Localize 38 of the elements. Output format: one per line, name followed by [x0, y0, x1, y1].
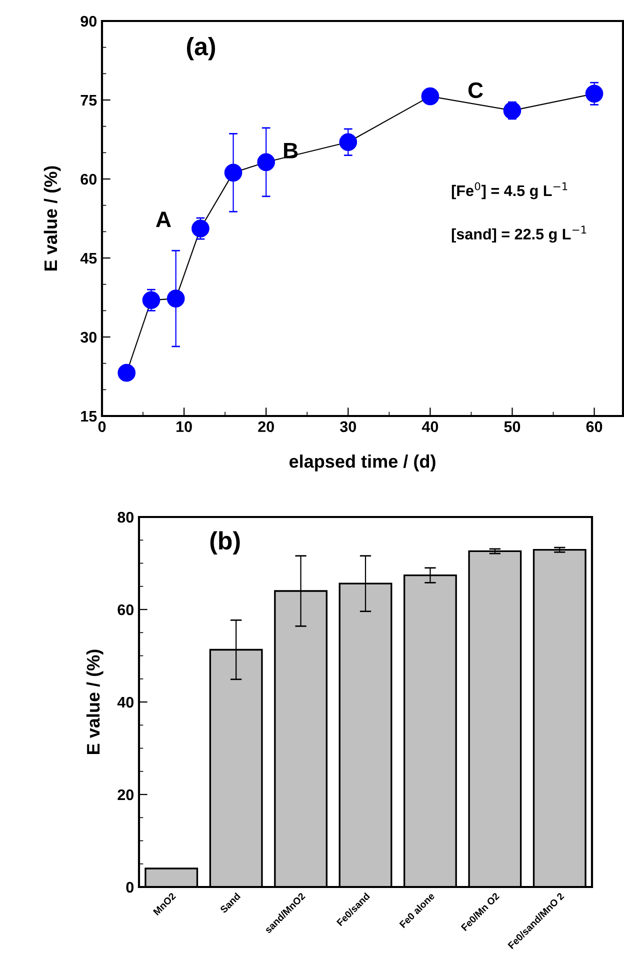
y-tick-label: 40 [117, 696, 134, 708]
point [142, 291, 160, 310]
x-tick-label: 50 [504, 421, 520, 432]
y-tick-label: 80 [118, 512, 134, 523]
annotation: C [468, 82, 483, 98]
annotation: [Fe$^{0}$] = 4.5 g L$^{−1}$ [452, 182, 568, 200]
x-tick-label: 30 [340, 421, 356, 432]
annotation: (b) [210, 531, 240, 555]
x-tick-label: 0 [98, 421, 106, 432]
x-axis-title: elapsed time / (d) [289, 454, 436, 472]
point [224, 164, 242, 182]
annotation: [sand] = 22.5 g L$^{−1}$ [452, 226, 586, 243]
y-tick-label: 90 [80, 16, 97, 27]
point [192, 220, 210, 238]
y-axis-title: E value / (%) [44, 166, 61, 270]
x-tick-label: 60 [586, 421, 602, 432]
annotation: B [284, 142, 298, 158]
y-tick-label: 20 [118, 789, 134, 800]
x-tick-label: 20 [258, 421, 274, 432]
point [339, 133, 358, 152]
y-axis-title: E value / (%) [86, 650, 104, 754]
point [421, 87, 440, 106]
y-tick-label: 60 [118, 604, 134, 616]
annotation: A [156, 212, 171, 228]
x-tick-label: 40 [422, 421, 438, 432]
point [585, 84, 604, 103]
point [166, 290, 185, 308]
y-tick-label: 60 [80, 174, 97, 185]
y-tick-label: 75 [80, 95, 97, 106]
y-tick-label: 45 [80, 253, 97, 264]
y-tick-label: 15 [81, 411, 97, 422]
x-tick-label: 10 [176, 421, 192, 432]
y-tick-label: 30 [80, 332, 97, 343]
point [257, 153, 276, 172]
annotation: (a) [186, 37, 216, 60]
point [503, 102, 522, 120]
y-tick-label: 0 [126, 882, 134, 893]
point [118, 364, 136, 382]
